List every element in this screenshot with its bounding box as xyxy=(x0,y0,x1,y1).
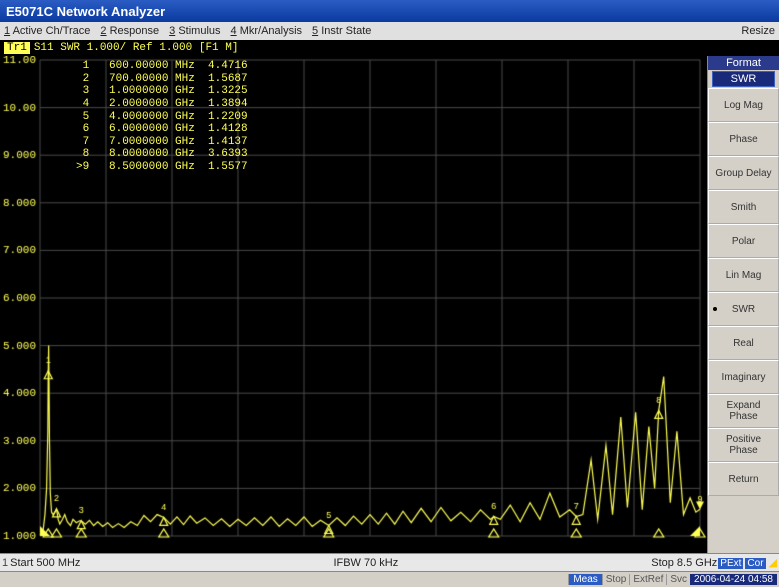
trace-id[interactable]: Tr1 xyxy=(4,42,30,54)
bottom-bar: 1 Start 500 MHz IFBW 70 kHz Stop 8.5 GHz… xyxy=(0,553,779,571)
format-btn-smith[interactable]: Smith xyxy=(708,190,779,224)
format-panel: Format SWR Log MagPhaseGroup DelaySmithP… xyxy=(707,56,779,553)
status-extref: ExtRef xyxy=(629,574,666,585)
menu-bar: 1 Active Ch/Trace 2 Response 3 Stimulus 4 M… xyxy=(0,22,779,40)
marker-table: 1 600.00000 MHz 4.4716 2 700.00000 MHz 1… xyxy=(76,60,248,174)
menu-stimulus[interactable]: 3 Stimulus xyxy=(169,25,220,37)
status-tag-cor: Cor xyxy=(745,558,765,569)
chart-area[interactable]: 1 600.00000 MHz 4.4716 2 700.00000 MHz 1… xyxy=(0,56,707,553)
stop-freq: Stop 8.5 GHz xyxy=(651,557,717,569)
format-btn-positive-phase[interactable]: Positive Phase xyxy=(708,428,779,462)
status-stop: Stop xyxy=(602,574,630,585)
menu-mkr-analysis[interactable]: 4 Mkr/Analysis xyxy=(231,25,303,37)
format-btn-return[interactable]: Return xyxy=(708,462,779,496)
menu-active-ch-trace[interactable]: 1 Active Ch/Trace xyxy=(4,25,90,37)
format-btn-group-delay[interactable]: Group Delay xyxy=(708,156,779,190)
status-bar: MeasStopExtRefSvc 2006-04-24 04:58 xyxy=(0,571,779,587)
menu-instr-state[interactable]: 5 Instr State xyxy=(312,25,371,37)
start-freq: Start 500 MHz xyxy=(10,557,80,569)
title-bar: E5071C Network Analyzer xyxy=(0,0,779,22)
format-btn-lin-mag[interactable]: Lin Mag xyxy=(708,258,779,292)
channel-number: 1 xyxy=(2,557,8,569)
app-title: E5071C Network Analyzer xyxy=(6,4,165,19)
format-header: Format xyxy=(708,56,779,70)
resize-label[interactable]: Resize xyxy=(741,25,775,37)
status-tag-pext: PExt xyxy=(718,558,743,569)
format-btn-imaginary[interactable]: Imaginary xyxy=(708,360,779,394)
format-btn-expand-phase[interactable]: Expand Phase xyxy=(708,394,779,428)
trace-bar: Tr1 S11 SWR 1.000/ Ref 1.000 [F1 M] xyxy=(0,40,779,56)
format-btn-real[interactable]: Real xyxy=(708,326,779,360)
status-svc: Svc xyxy=(666,574,690,585)
menu-response[interactable]: 2 Response xyxy=(100,25,159,37)
ifbw: IFBW 70 kHz xyxy=(80,557,651,569)
trace-info: S11 SWR 1.000/ Ref 1.000 [F1 M] xyxy=(34,42,239,54)
format-btn-polar[interactable]: Polar xyxy=(708,224,779,258)
format-btn-swr[interactable]: SWR xyxy=(708,292,779,326)
format-btn-log-mag[interactable]: Log Mag xyxy=(708,88,779,122)
status-datetime: 2006-04-24 04:58 xyxy=(690,574,777,585)
format-selected: SWR xyxy=(712,71,775,87)
corner-triangle-icon: ◢ xyxy=(769,556,777,569)
format-btn-phase[interactable]: Phase xyxy=(708,122,779,156)
status-meas: Meas xyxy=(568,574,601,585)
